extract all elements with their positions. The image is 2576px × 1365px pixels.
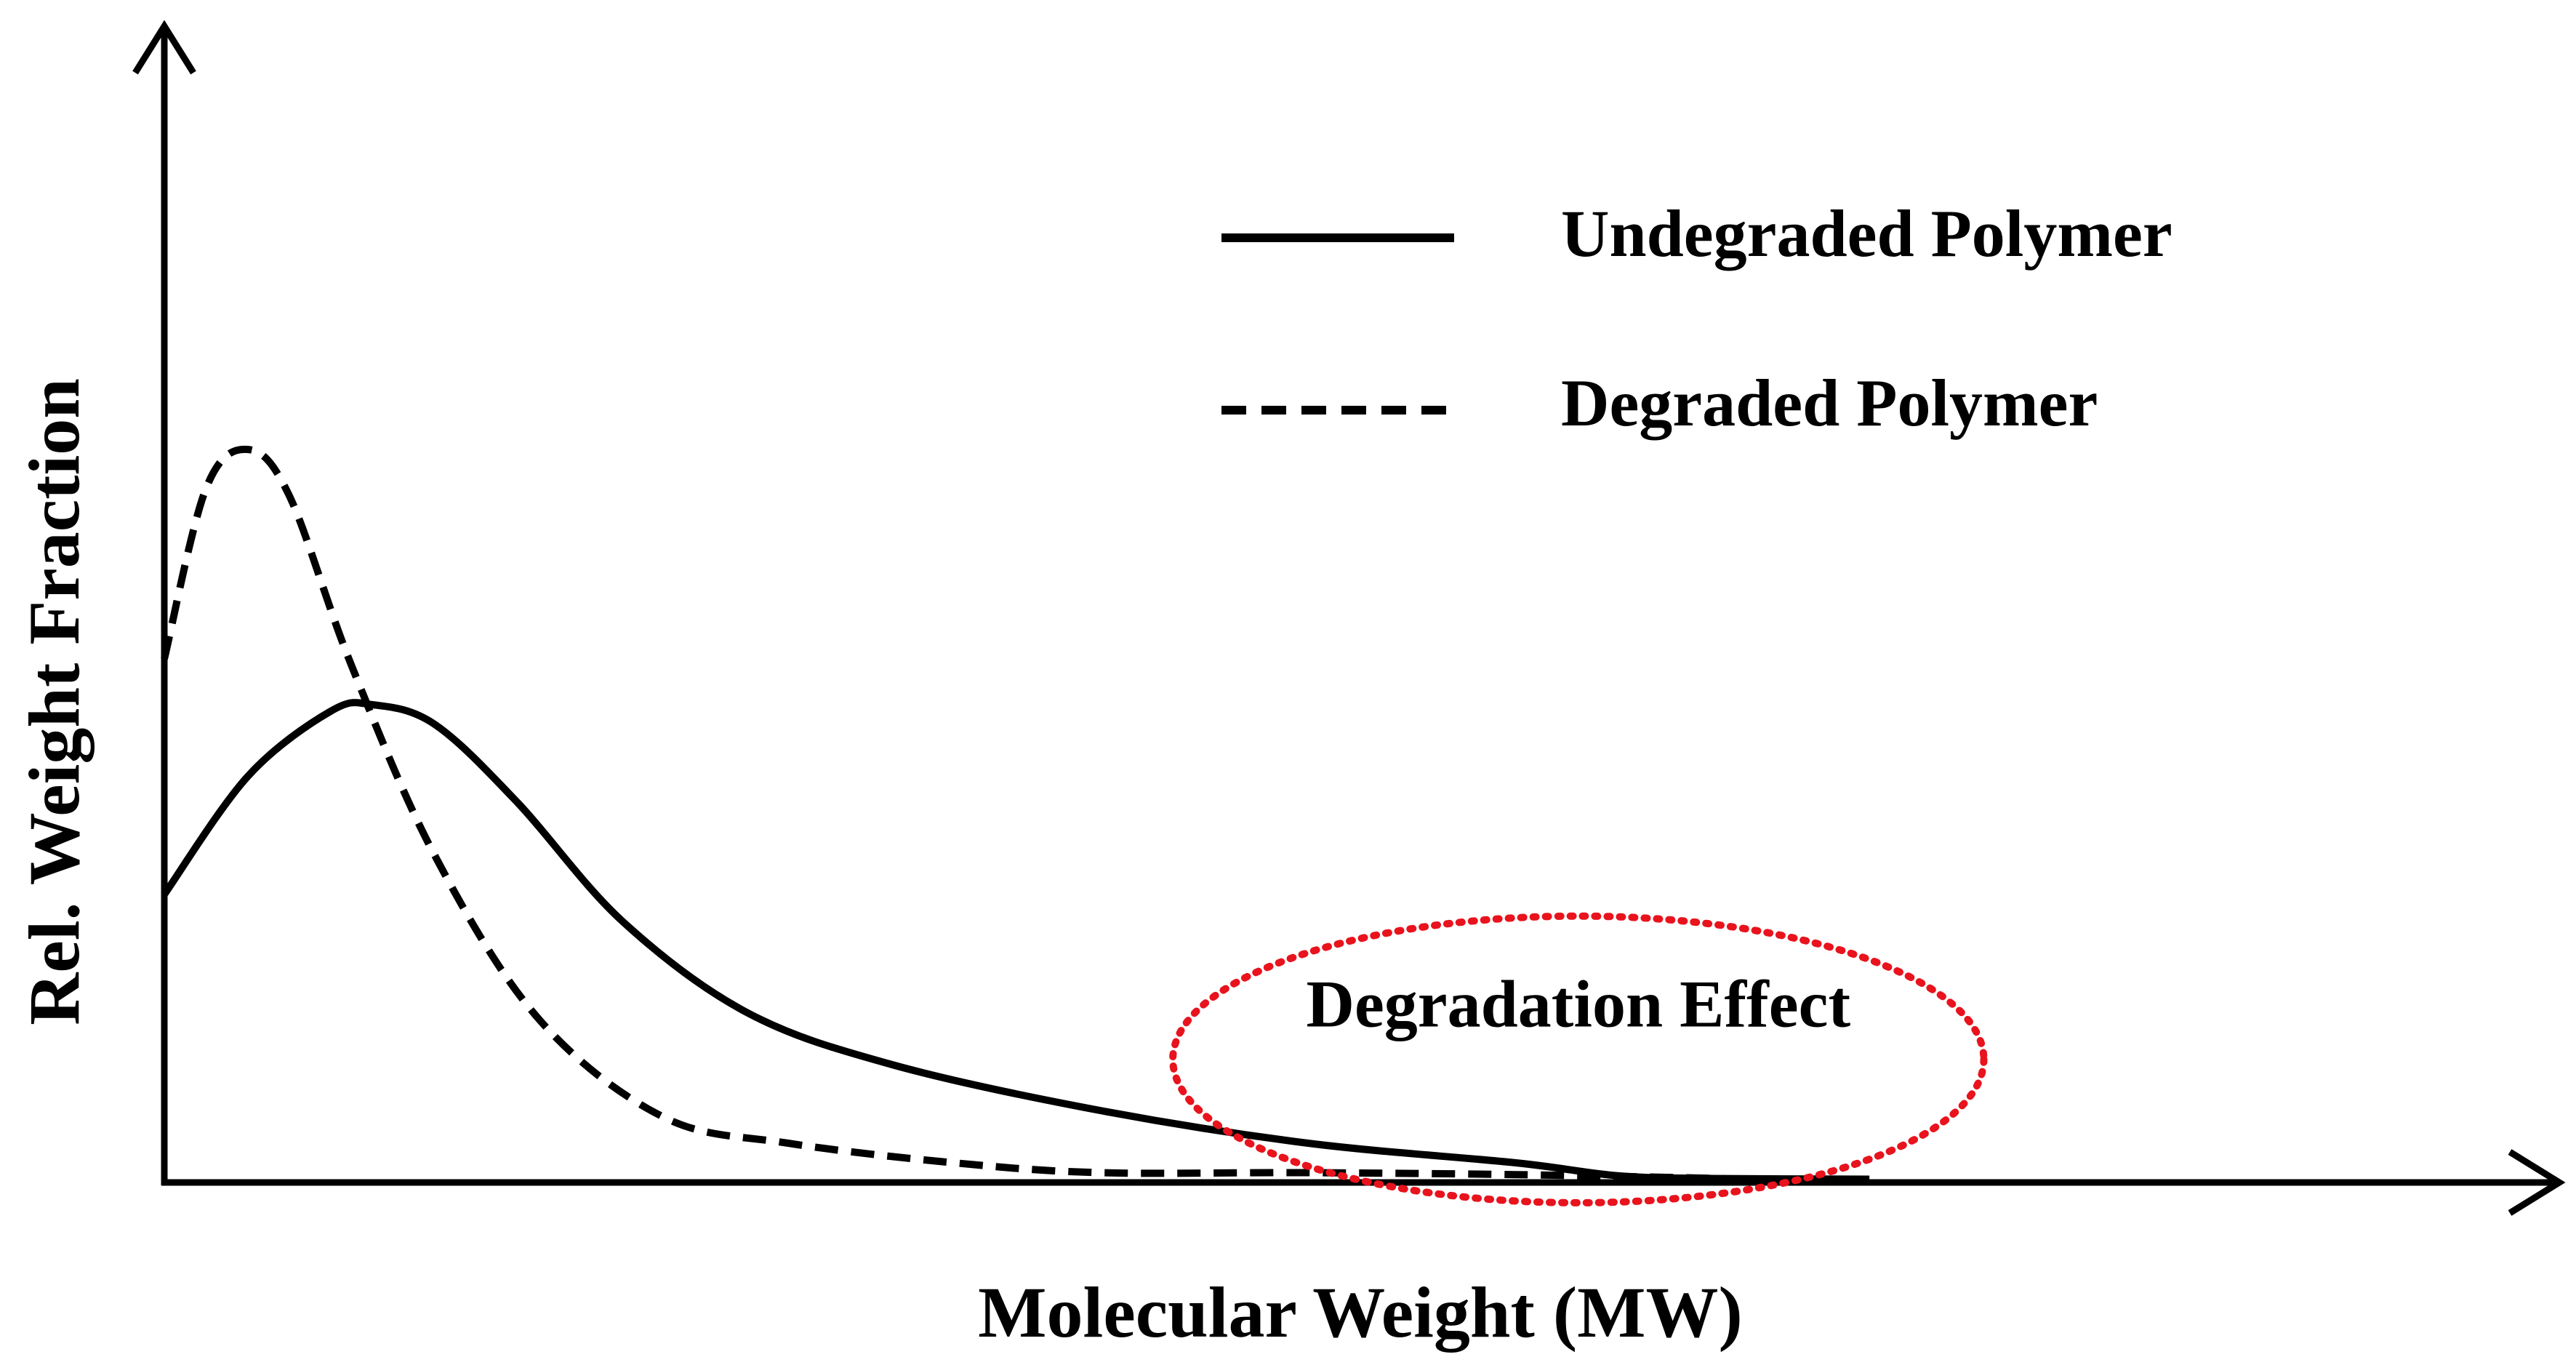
x-axis-arrowhead bbox=[2508, 1149, 2566, 1216]
legend-label-degraded: Degraded Polymer bbox=[1561, 366, 2098, 440]
series-line-degraded bbox=[161, 445, 1725, 1182]
axes bbox=[132, 20, 2566, 1216]
legend: Undegraded Polymer Degraded Polymer bbox=[1221, 196, 2172, 440]
legend-label-undegraded: Undegraded Polymer bbox=[1561, 196, 2172, 271]
y-axis-label: Rel. Weight Fraction bbox=[14, 378, 95, 1025]
series-line-undegraded bbox=[161, 699, 1870, 1183]
x-axis-label: Molecular Weight (MW) bbox=[978, 1272, 1743, 1353]
degradation-effect-ellipse bbox=[1169, 912, 1988, 1206]
y-axis-arrowhead bbox=[132, 20, 196, 75]
series-layer bbox=[161, 445, 1870, 1183]
annotation-layer: Degradation Effect bbox=[1169, 912, 1988, 1206]
degradation-effect-label: Degradation Effect bbox=[1307, 967, 1851, 1041]
